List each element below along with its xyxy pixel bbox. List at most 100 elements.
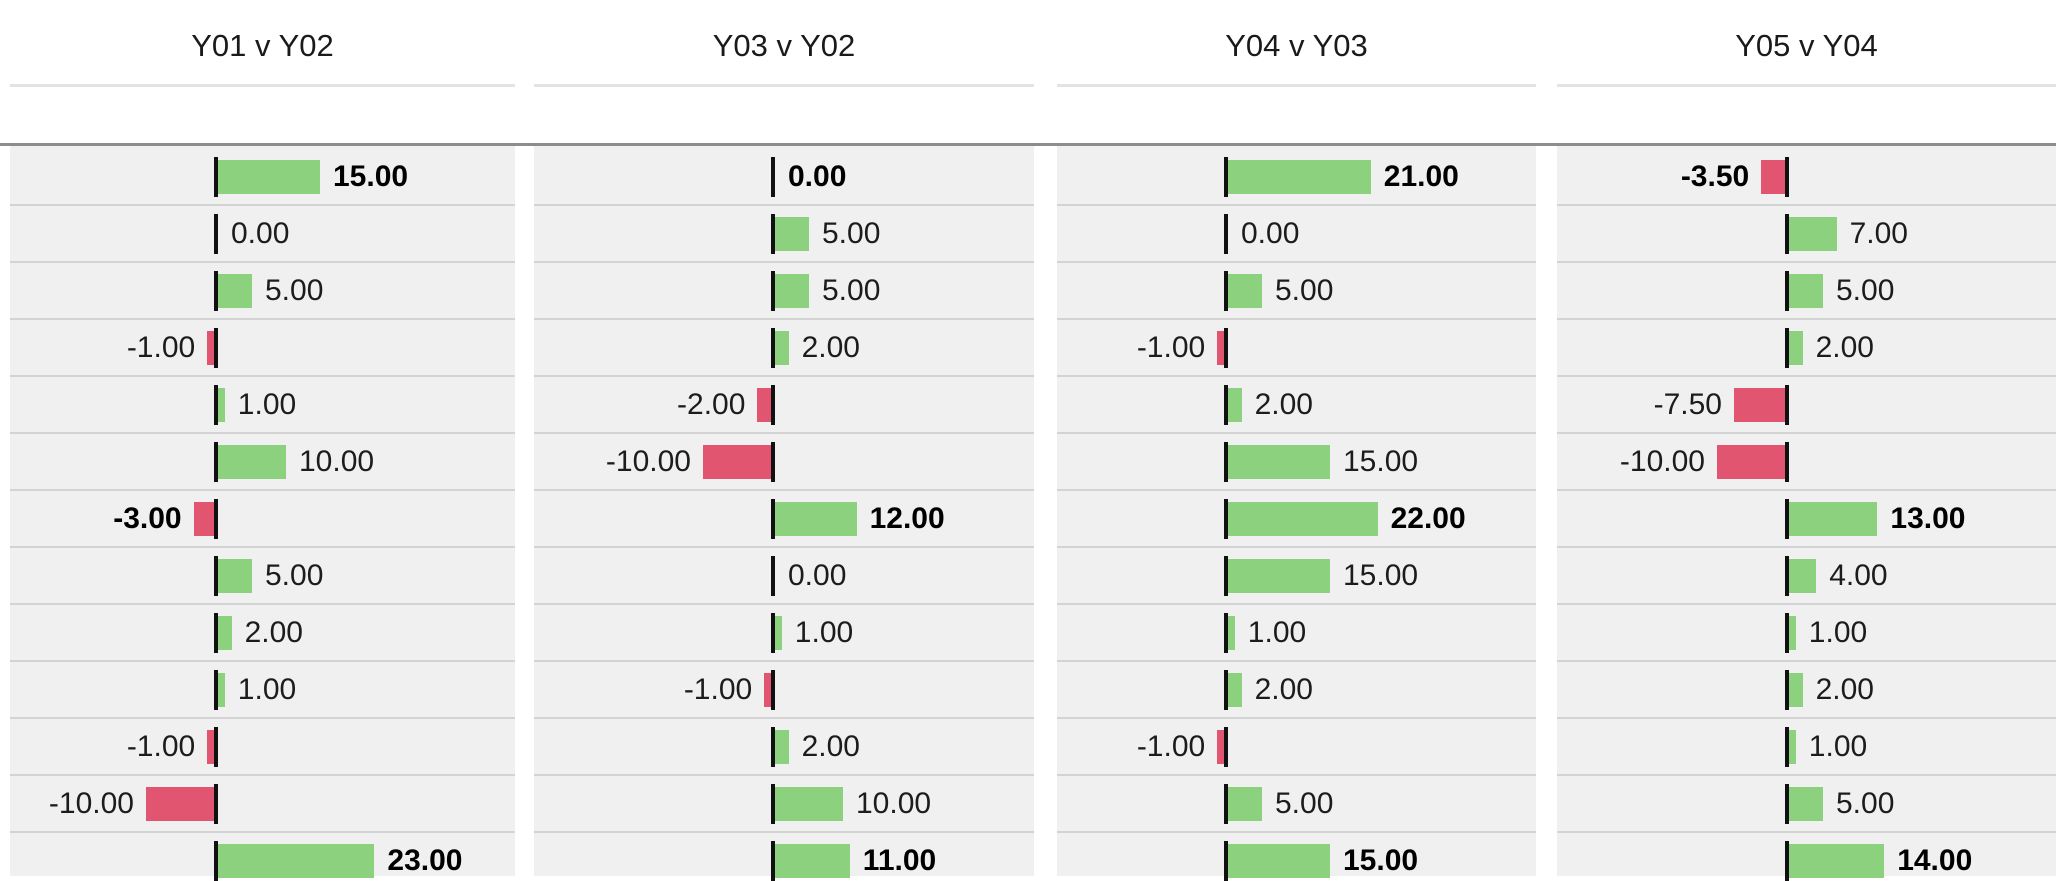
data-label: 1.00: [237, 387, 297, 421]
row-divider: [10, 261, 515, 263]
row-divider: [534, 489, 1034, 491]
zero-axis-tick: [214, 213, 218, 254]
row-divider: [534, 831, 1034, 833]
bar: [218, 843, 375, 878]
data-label: 23.00: [387, 843, 463, 877]
bar: [1789, 216, 1837, 251]
row-divider: [534, 204, 1034, 206]
data-label: 13.00: [1890, 501, 1966, 535]
zero-axis-tick: [214, 783, 218, 824]
zero-axis-tick: [1785, 384, 1789, 425]
data-label: 10.00: [856, 786, 932, 820]
data-label: -1.00: [126, 330, 196, 364]
row-divider: [1057, 375, 1536, 377]
bar: [1228, 444, 1330, 479]
data-label: 2.00: [1815, 330, 1874, 364]
bar: [1789, 786, 1823, 821]
bar: [775, 216, 809, 251]
zero-axis-tick: [1224, 498, 1228, 539]
zero-axis-tick: [771, 441, 775, 482]
zero-axis-tick: [771, 156, 775, 197]
panel-header-divider: [1057, 84, 1536, 87]
row-divider: [534, 660, 1034, 662]
data-label: 15.00: [1343, 843, 1419, 877]
zero-axis-tick: [1224, 441, 1228, 482]
zero-axis-tick: [771, 669, 775, 710]
row-divider: [1557, 660, 2056, 662]
zero-axis-tick: [1785, 555, 1789, 596]
data-label: 0.00: [788, 159, 847, 193]
zero-axis-tick: [771, 270, 775, 311]
row-divider: [10, 774, 515, 776]
bar: [218, 672, 225, 707]
zero-axis-tick: [1224, 213, 1228, 254]
row-divider: [1557, 261, 2056, 263]
zero-axis-tick: [1224, 270, 1228, 311]
zero-axis-tick: [214, 498, 218, 539]
row-divider: [1557, 603, 2056, 605]
row-divider: [1557, 204, 2056, 206]
row-divider: [10, 318, 515, 320]
data-label: 22.00: [1390, 501, 1466, 535]
zero-axis-tick: [214, 840, 218, 881]
row-divider: [1557, 489, 2056, 491]
bar: [775, 843, 850, 878]
data-label: 15.00: [333, 159, 409, 193]
bar: [775, 273, 809, 308]
row-divider: [1557, 717, 2056, 719]
row-divider: [1557, 546, 2056, 548]
header-band: [0, 0, 2056, 145]
bar: [1789, 615, 1796, 650]
zero-axis-tick: [214, 669, 218, 710]
zero-axis-tick: [1785, 270, 1789, 311]
row-divider: [534, 717, 1034, 719]
bar: [1228, 672, 1242, 707]
data-label: 0.00: [1241, 216, 1300, 250]
bar: [1217, 729, 1224, 764]
bar: [1228, 786, 1262, 821]
data-label: -1.00: [126, 729, 196, 763]
data-label: -10.00: [1619, 444, 1705, 478]
bar: [218, 273, 252, 308]
zero-axis-tick: [214, 441, 218, 482]
row-divider: [10, 489, 515, 491]
data-label: 4.00: [1829, 558, 1888, 592]
row-divider: [534, 375, 1034, 377]
data-label: -1.00: [1136, 729, 1206, 763]
row-divider: [1057, 717, 1536, 719]
bar: [764, 672, 771, 707]
data-label: 0.00: [788, 558, 847, 592]
bar: [757, 387, 771, 422]
data-label: 10.00: [299, 444, 375, 478]
row-divider: [10, 375, 515, 377]
zero-axis-tick: [771, 213, 775, 254]
data-label: 1.00: [1808, 729, 1868, 763]
zero-axis-tick: [771, 498, 775, 539]
bar: [1789, 843, 1885, 878]
data-label: 2.00: [1815, 672, 1874, 706]
zero-axis-tick: [771, 726, 775, 767]
bar: [1228, 558, 1330, 593]
bar: [218, 558, 252, 593]
data-label: 2.00: [801, 729, 860, 763]
row-divider: [534, 318, 1034, 320]
row-divider: [1057, 660, 1536, 662]
bar: [218, 159, 320, 194]
bar: [775, 729, 789, 764]
data-label: 2.00: [801, 330, 860, 364]
row-divider: [1057, 432, 1536, 434]
data-label: 14.00: [1897, 843, 1973, 877]
panel-title: Y03 v Y02: [712, 28, 856, 63]
bar: [1789, 501, 1878, 536]
data-label: -2.00: [677, 387, 746, 421]
bar: [1789, 672, 1803, 707]
row-divider: [1557, 375, 2056, 377]
zero-axis-tick: [214, 270, 218, 311]
zero-axis-tick: [1224, 840, 1228, 881]
bar: [1217, 330, 1224, 365]
row-divider: [1057, 831, 1536, 833]
panel-title: Y04 v Y03: [1225, 28, 1368, 63]
data-label: 15.00: [1343, 444, 1419, 478]
row-divider: [1057, 318, 1536, 320]
panel-title: Y01 v Y02: [191, 28, 334, 63]
